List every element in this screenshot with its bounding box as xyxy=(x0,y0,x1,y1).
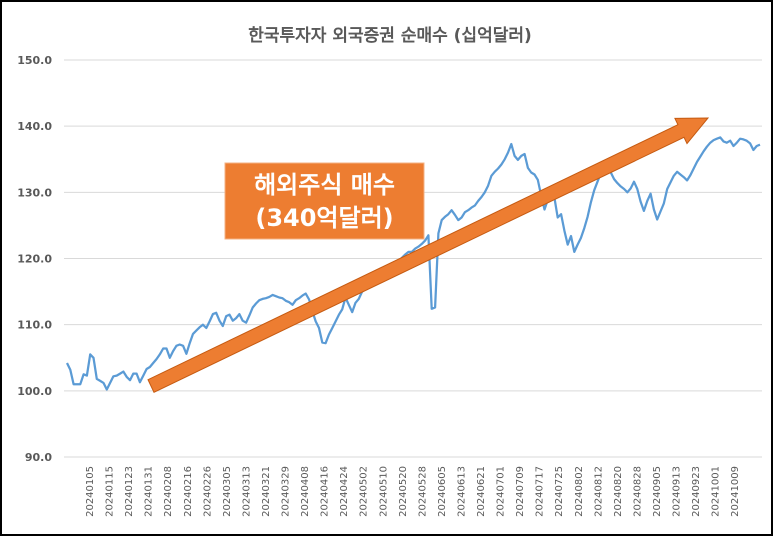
y-tick-label: 130.0 xyxy=(17,186,52,199)
y-tick-label: 110.0 xyxy=(17,319,52,332)
annotation-box xyxy=(224,162,425,240)
x-tick-label: 20240424 xyxy=(339,466,350,517)
x-tick-label: 20240621 xyxy=(476,466,487,517)
x-tick-label: 20240408 xyxy=(300,466,311,517)
x-tick-label: 20241001 xyxy=(711,466,722,517)
x-tick-label: 20240313 xyxy=(241,466,252,517)
x-tick-label: 20240321 xyxy=(261,466,272,517)
x-tick-label: 20240828 xyxy=(632,466,643,517)
grid-layer xyxy=(64,59,762,458)
x-tick-label: 20240717 xyxy=(535,466,546,517)
x-tick-label: 20240216 xyxy=(183,466,194,517)
x-tick-label: 20240520 xyxy=(398,466,409,517)
y-tick-label: 90.0 xyxy=(25,451,52,464)
annotation-callout: 해외주식 매수 (340억달러) xyxy=(224,162,425,240)
y-tick-label: 120.0 xyxy=(17,253,52,266)
x-tick-label: 20240905 xyxy=(652,466,663,517)
series-line xyxy=(65,136,761,391)
y-tick-label: 140.0 xyxy=(17,120,52,133)
x-tick-label: 20240709 xyxy=(515,466,526,517)
x-tick-label: 20240416 xyxy=(320,466,331,517)
x-tick-label: 20241009 xyxy=(730,466,741,517)
x-tick-label: 20240105 xyxy=(85,466,96,517)
x-tick-label: 20240613 xyxy=(456,466,467,517)
x-tick-label: 20240123 xyxy=(124,466,135,517)
y-tick-label: 100.0 xyxy=(17,385,52,398)
trend-arrow-shape xyxy=(147,117,710,393)
annotation-line-1: 해외주식 매수 xyxy=(254,171,395,199)
x-tick-label: 20240208 xyxy=(163,466,174,517)
x-tick-label: 20240820 xyxy=(613,466,624,517)
x-tick-label: 20240329 xyxy=(281,466,292,517)
x-tick-label: 20240115 xyxy=(105,466,116,517)
x-tick-label: 20240502 xyxy=(359,466,370,517)
x-tick-label: 20240802 xyxy=(574,466,585,517)
y-axis-ticks: 150.0 140.0 130.0 120.0 110.0 100.0 90.0 xyxy=(17,54,52,464)
x-tick-label: 20240701 xyxy=(496,466,507,517)
x-tick-label: 20240913 xyxy=(672,466,683,517)
chart-title: 한국투자자 외국증권 순매수 (십억달러) xyxy=(248,25,532,46)
annotation-line-2: (340억달러) xyxy=(255,204,393,232)
x-tick-label: 20240605 xyxy=(437,466,448,517)
x-tick-label: 20240226 xyxy=(202,466,213,517)
x-tick-label: 20240923 xyxy=(691,466,702,517)
x-tick-label: 20240131 xyxy=(144,466,155,517)
y-tick-label: 150.0 xyxy=(17,54,52,67)
x-tick-label: 20240812 xyxy=(593,466,604,517)
x-tick-label: 20240725 xyxy=(554,466,565,517)
x-axis-ticks: 20240105 20240115 20240123 20240131 20240208… xyxy=(85,466,741,517)
x-tick-label: 20240528 xyxy=(417,466,428,517)
x-tick-label: 20240305 xyxy=(222,466,233,517)
trend-arrow xyxy=(147,117,710,393)
x-tick-label: 20240510 xyxy=(378,466,389,517)
